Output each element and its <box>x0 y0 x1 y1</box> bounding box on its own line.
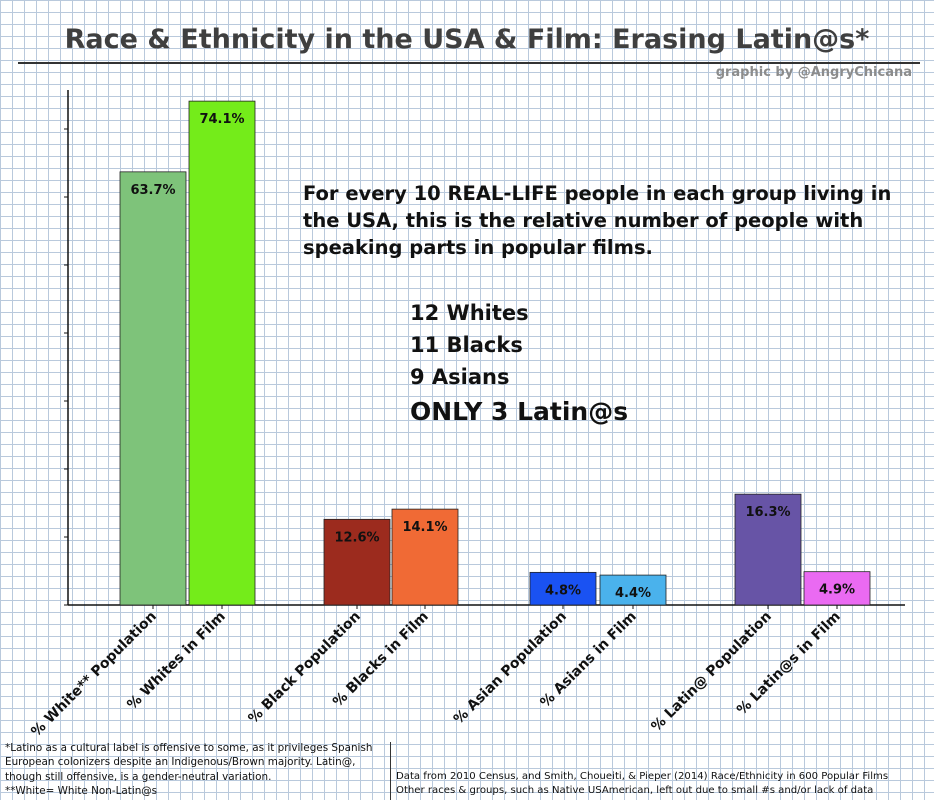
data-label: 14.1% <box>402 520 447 535</box>
bar <box>391 508 459 606</box>
counts-block: 12 Whites 11 Blacks 9 Asians ONLY 3 Lati… <box>410 297 628 431</box>
data-label: 4.9% <box>819 583 855 598</box>
title-underline <box>18 62 920 64</box>
data-label: 4.8% <box>545 583 581 598</box>
category-label: % Black Population <box>245 609 363 727</box>
count-whites: 12 Whites <box>410 301 529 325</box>
category-label: % Asian Population <box>451 609 570 728</box>
omitted-groups-note: Other races & groups, such as Native USA… <box>396 785 874 796</box>
bar <box>599 574 667 606</box>
footnote-divider <box>390 742 391 800</box>
footnotes-left: *Latino as a cultural label is offensive… <box>5 741 389 798</box>
data-label: 4.4% <box>615 586 651 601</box>
bar <box>188 100 256 606</box>
source-note: Data from 2010 Census, and Smith, Chouei… <box>396 771 889 782</box>
bar <box>734 493 802 606</box>
bar <box>529 571 597 606</box>
footnote-white: **White= White Non-Latin@s <box>5 784 158 797</box>
data-label: 16.3% <box>745 505 790 520</box>
bar <box>323 518 391 606</box>
credit-text: graphic by @AngryChicana <box>715 65 912 80</box>
bar <box>119 171 187 606</box>
count-blacks: 11 Blacks <box>410 333 523 357</box>
data-label: 74.1% <box>199 112 244 127</box>
data-label: 12.6% <box>334 530 379 545</box>
bar <box>803 571 871 606</box>
count-latinos: ONLY 3 Latin@s <box>410 397 629 426</box>
count-asians: 9 Asians <box>410 365 510 389</box>
category-label: % White** Population <box>28 609 160 741</box>
data-label: 63.7% <box>130 183 175 198</box>
footnotes-right: Data from 2010 Census, and Smith, Chouei… <box>396 770 932 798</box>
footnote-latino: *Latino as a cultural label is offensive… <box>5 742 373 783</box>
annotation-text: For every 10 REAL-LIFE people in each gr… <box>303 182 892 259</box>
category-label: % Latin@ Population <box>648 609 774 735</box>
chart-title: Race & Ethnicity in the USA & Film: Eras… <box>64 24 870 55</box>
